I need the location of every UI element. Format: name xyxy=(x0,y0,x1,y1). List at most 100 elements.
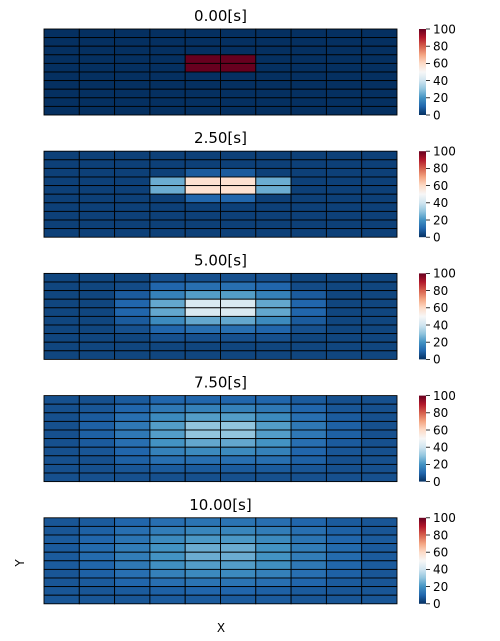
heatmap-cell xyxy=(220,463,257,474)
heatmap-cell xyxy=(255,463,292,474)
heatmap-cell xyxy=(325,37,363,47)
heatmap-cell xyxy=(114,97,151,107)
heatmap-panel-4: 10.00[s] 0 20 40 60 80 100 xyxy=(43,496,456,611)
heatmap-cell xyxy=(114,219,151,230)
heatmap-cell xyxy=(114,324,151,335)
heatmap-cell xyxy=(149,80,186,90)
heatmap-cell xyxy=(78,54,116,64)
heatmap-cell xyxy=(220,446,257,457)
heatmap-cell xyxy=(325,350,363,360)
heatmap-cell xyxy=(78,159,116,169)
heatmap-cell xyxy=(43,341,80,352)
colorbar xyxy=(419,273,426,360)
heatmap-cell xyxy=(114,176,151,187)
heatmap-cell xyxy=(220,202,257,212)
colorbar-tick-label: 60 xyxy=(433,57,448,71)
heatmap-cell xyxy=(114,167,151,178)
heatmap-cell xyxy=(149,185,186,195)
heatmap-cell xyxy=(78,219,116,230)
heatmap-cell xyxy=(325,429,363,440)
heatmap-cell xyxy=(325,62,363,73)
heatmap-cell xyxy=(361,97,398,107)
heatmap-cell xyxy=(184,395,221,405)
heatmap-cell xyxy=(361,88,398,99)
heatmap-cell xyxy=(325,28,363,39)
heatmap-cell xyxy=(361,403,398,414)
heatmap-cell xyxy=(78,298,116,309)
heatmap-cell xyxy=(361,560,398,570)
heatmap-cell xyxy=(290,28,327,39)
heatmap-cell xyxy=(43,586,80,596)
heatmap-cell xyxy=(325,219,363,230)
heatmap-cell xyxy=(290,534,327,545)
heatmap-cell xyxy=(114,159,151,169)
colorbar-tick-label: 0 xyxy=(433,353,441,367)
heatmap-cell xyxy=(184,543,221,553)
heatmap-cell xyxy=(220,150,257,161)
heatmap-cell xyxy=(290,37,327,47)
heatmap-cell xyxy=(290,281,327,292)
heatmap-cell xyxy=(325,71,363,82)
heatmap-cell xyxy=(361,54,398,64)
heatmap-cell xyxy=(43,472,80,483)
heatmap-cell xyxy=(78,463,116,474)
heatmap-cell xyxy=(114,290,151,300)
heatmap-cell xyxy=(361,45,398,56)
heatmap-cell xyxy=(255,560,292,570)
heatmap-cell xyxy=(184,185,221,195)
heatmap-cell xyxy=(78,403,116,414)
heatmap-cell xyxy=(78,472,116,483)
heatmap-cell xyxy=(149,315,186,326)
heatmap-cell xyxy=(184,324,221,335)
heatmap-cell xyxy=(325,333,363,343)
colorbar-tick-label: 20 xyxy=(433,458,448,472)
heatmap-cell xyxy=(255,525,292,536)
heatmap-cell xyxy=(220,315,257,326)
heatmap-cell xyxy=(43,420,80,431)
colorbar-tick-label: 40 xyxy=(433,196,448,210)
heatmap-cell xyxy=(184,525,221,536)
heatmap-cell xyxy=(255,577,292,588)
colorbar xyxy=(419,151,426,238)
heatmap-cell xyxy=(255,586,292,596)
heatmap-cell xyxy=(43,88,80,99)
heatmap-cell xyxy=(78,420,116,431)
heatmap-cell xyxy=(43,333,80,343)
colorbar-tick-label: 60 xyxy=(433,546,448,560)
heatmap-cell xyxy=(114,333,151,343)
colorbar-tick-label: 40 xyxy=(433,74,448,88)
heatmap-cell xyxy=(43,307,80,317)
heatmap-cell xyxy=(78,290,116,300)
heatmap-cell xyxy=(220,62,257,73)
heatmap-cell xyxy=(361,210,398,221)
heatmap-cell xyxy=(78,228,116,238)
heatmap-cell xyxy=(149,333,186,343)
heatmap-cell xyxy=(290,228,327,238)
heatmap-cell xyxy=(361,525,398,536)
heatmap-cell xyxy=(361,324,398,335)
heatmap-cell xyxy=(43,403,80,414)
colorbar-tick-label: 60 xyxy=(433,423,448,437)
heatmap-cell xyxy=(78,341,116,352)
colorbar-tick-label: 80 xyxy=(433,162,448,176)
heatmap-cell xyxy=(184,429,221,440)
colorbar xyxy=(419,29,426,115)
heatmap-cell xyxy=(220,54,257,64)
heatmap-cell xyxy=(325,551,363,562)
colorbar xyxy=(419,517,426,604)
heatmap-cell xyxy=(361,193,398,204)
heatmap-cell xyxy=(255,37,292,47)
heatmap-cell xyxy=(114,517,151,527)
heatmap-cell xyxy=(78,517,116,527)
heatmap-cell xyxy=(149,420,186,431)
heatmap-cell xyxy=(149,341,186,352)
heatmap-cell xyxy=(149,37,186,47)
panel-title: 10.00[s] xyxy=(189,496,251,514)
heatmap-cell xyxy=(220,412,257,422)
heatmap-cell xyxy=(184,88,221,99)
heatmap-cell xyxy=(255,403,292,414)
heatmap-cell xyxy=(149,45,186,56)
colorbar-tick-label: 0 xyxy=(433,108,441,122)
heatmap-cell xyxy=(114,577,151,588)
heatmap-cell xyxy=(220,71,257,82)
